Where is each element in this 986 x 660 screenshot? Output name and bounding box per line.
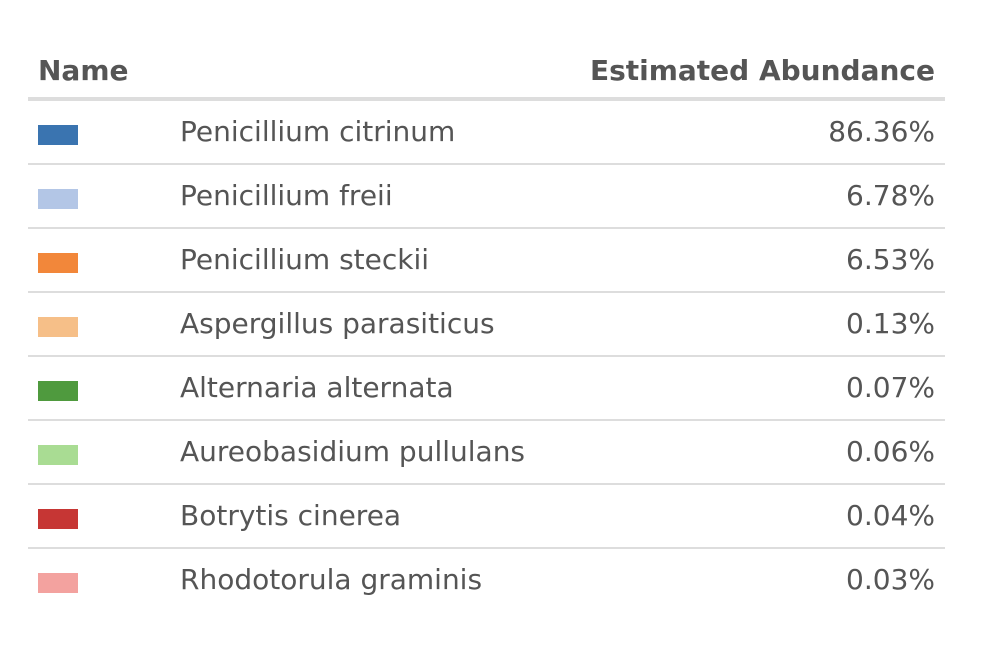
abundance-table: Name Estimated Abundance Penicillium cit… — [28, 40, 945, 613]
organism-name: Aureobasidium pullulans — [180, 435, 526, 468]
column-header-name[interactable]: Name — [38, 54, 129, 87]
table-row: Botrytis cinerea 0.04% — [28, 485, 945, 549]
organism-name: Rhodotorula graminis — [180, 563, 483, 596]
organism-name: Penicillium steckii — [180, 243, 430, 276]
abundance-value: 86.36% — [828, 115, 935, 148]
abundance-value: 0.03% — [846, 563, 935, 596]
color-swatch — [38, 125, 78, 145]
abundance-value: 0.13% — [846, 307, 935, 340]
abundance-value: 0.07% — [846, 371, 935, 404]
abundance-value: 0.06% — [846, 435, 935, 468]
color-swatch — [38, 445, 78, 465]
table-row: Aureobasidium pullulans 0.06% — [28, 421, 945, 485]
color-swatch — [38, 189, 78, 209]
organism-name: Alternaria alternata — [180, 371, 454, 404]
table-row: Penicillium citrinum 86.36% — [28, 101, 945, 165]
organism-name: Penicillium citrinum — [180, 115, 456, 148]
table-row: Rhodotorula graminis 0.03% — [28, 549, 945, 613]
organism-name: Penicillium freii — [180, 179, 393, 212]
table-row: Penicillium steckii 6.53% — [28, 229, 945, 293]
table-body: Penicillium citrinum 86.36% Penicillium fr… — [28, 101, 945, 613]
color-swatch — [38, 317, 78, 337]
table-header: Name Estimated Abundance — [28, 40, 945, 101]
organism-name: Aspergillus parasiticus — [180, 307, 495, 340]
color-swatch — [38, 509, 78, 529]
color-swatch — [38, 573, 78, 593]
abundance-value: 6.78% — [846, 179, 935, 212]
table-row: Aspergillus parasiticus 0.13% — [28, 293, 945, 357]
organism-name: Botrytis cinerea — [180, 499, 402, 532]
table-row: Penicillium freii 6.78% — [28, 165, 945, 229]
color-swatch — [38, 253, 78, 273]
abundance-value: 6.53% — [846, 243, 935, 276]
color-swatch — [38, 381, 78, 401]
column-header-abundance[interactable]: Estimated Abundance — [589, 54, 935, 87]
abundance-value: 0.04% — [846, 499, 935, 532]
table-row: Alternaria alternata 0.07% — [28, 357, 945, 421]
